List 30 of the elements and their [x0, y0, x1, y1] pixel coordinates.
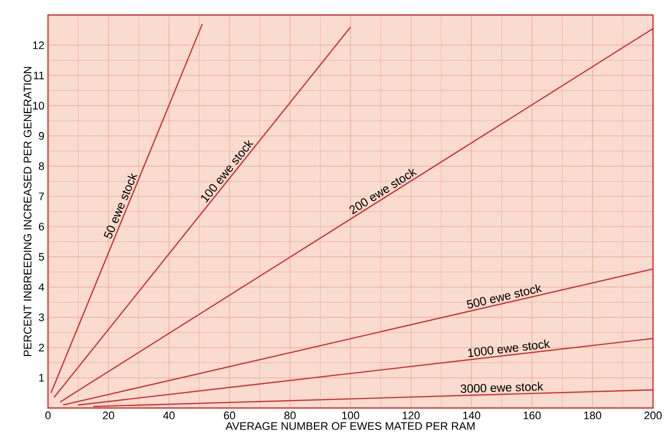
x-tick-label: 100 — [342, 412, 360, 420]
x-tick-label: 120 — [402, 412, 420, 420]
y-tick-label: 4 — [38, 283, 44, 291]
y-tick-label: 12 — [33, 41, 44, 50]
x-tick-label: 60 — [224, 412, 236, 420]
y-tick-label: 11 — [34, 72, 44, 80]
text: 1000 ewe stock — [468, 340, 550, 358]
x-tick-label: 40 — [163, 412, 175, 420]
x-tick-label: 20 — [102, 412, 114, 420]
x-tick-label: 140 — [463, 412, 480, 420]
y-tick-label: 8 — [38, 162, 44, 170]
x-tick-label: 0 — [45, 412, 51, 420]
y-tick-label: 5 — [38, 253, 44, 261]
y-tick-label: 7 — [38, 192, 44, 200]
y-tick-label: 1 — [39, 374, 44, 382]
x-tick-label: 160 — [524, 412, 541, 420]
y-tick-label: 6 — [38, 222, 44, 230]
y-tick-label: 3 — [38, 313, 44, 322]
y-tick-label: 10 — [33, 102, 44, 110]
y-axis-title: PERCENT INBREEDING INCREASED PER GENERATION — [24, 66, 32, 356]
text: 200 ewe stock — [349, 168, 418, 214]
y-tick-label: 9 — [38, 132, 44, 140]
series-label: 3000 ewe stock — [460, 382, 544, 393]
x-axis-title: AVERAGE NUMBER OF EWES MATED PER RAM — [226, 422, 475, 430]
x-tick-label: 80 — [284, 412, 296, 420]
y-tick-label: 2 — [38, 344, 44, 352]
x-tick-label: 200 — [644, 412, 662, 420]
x-tick-label: 180 — [584, 412, 602, 420]
text: 50 ewe stock — [104, 172, 138, 239]
text: 500 ewe stock — [466, 284, 542, 308]
